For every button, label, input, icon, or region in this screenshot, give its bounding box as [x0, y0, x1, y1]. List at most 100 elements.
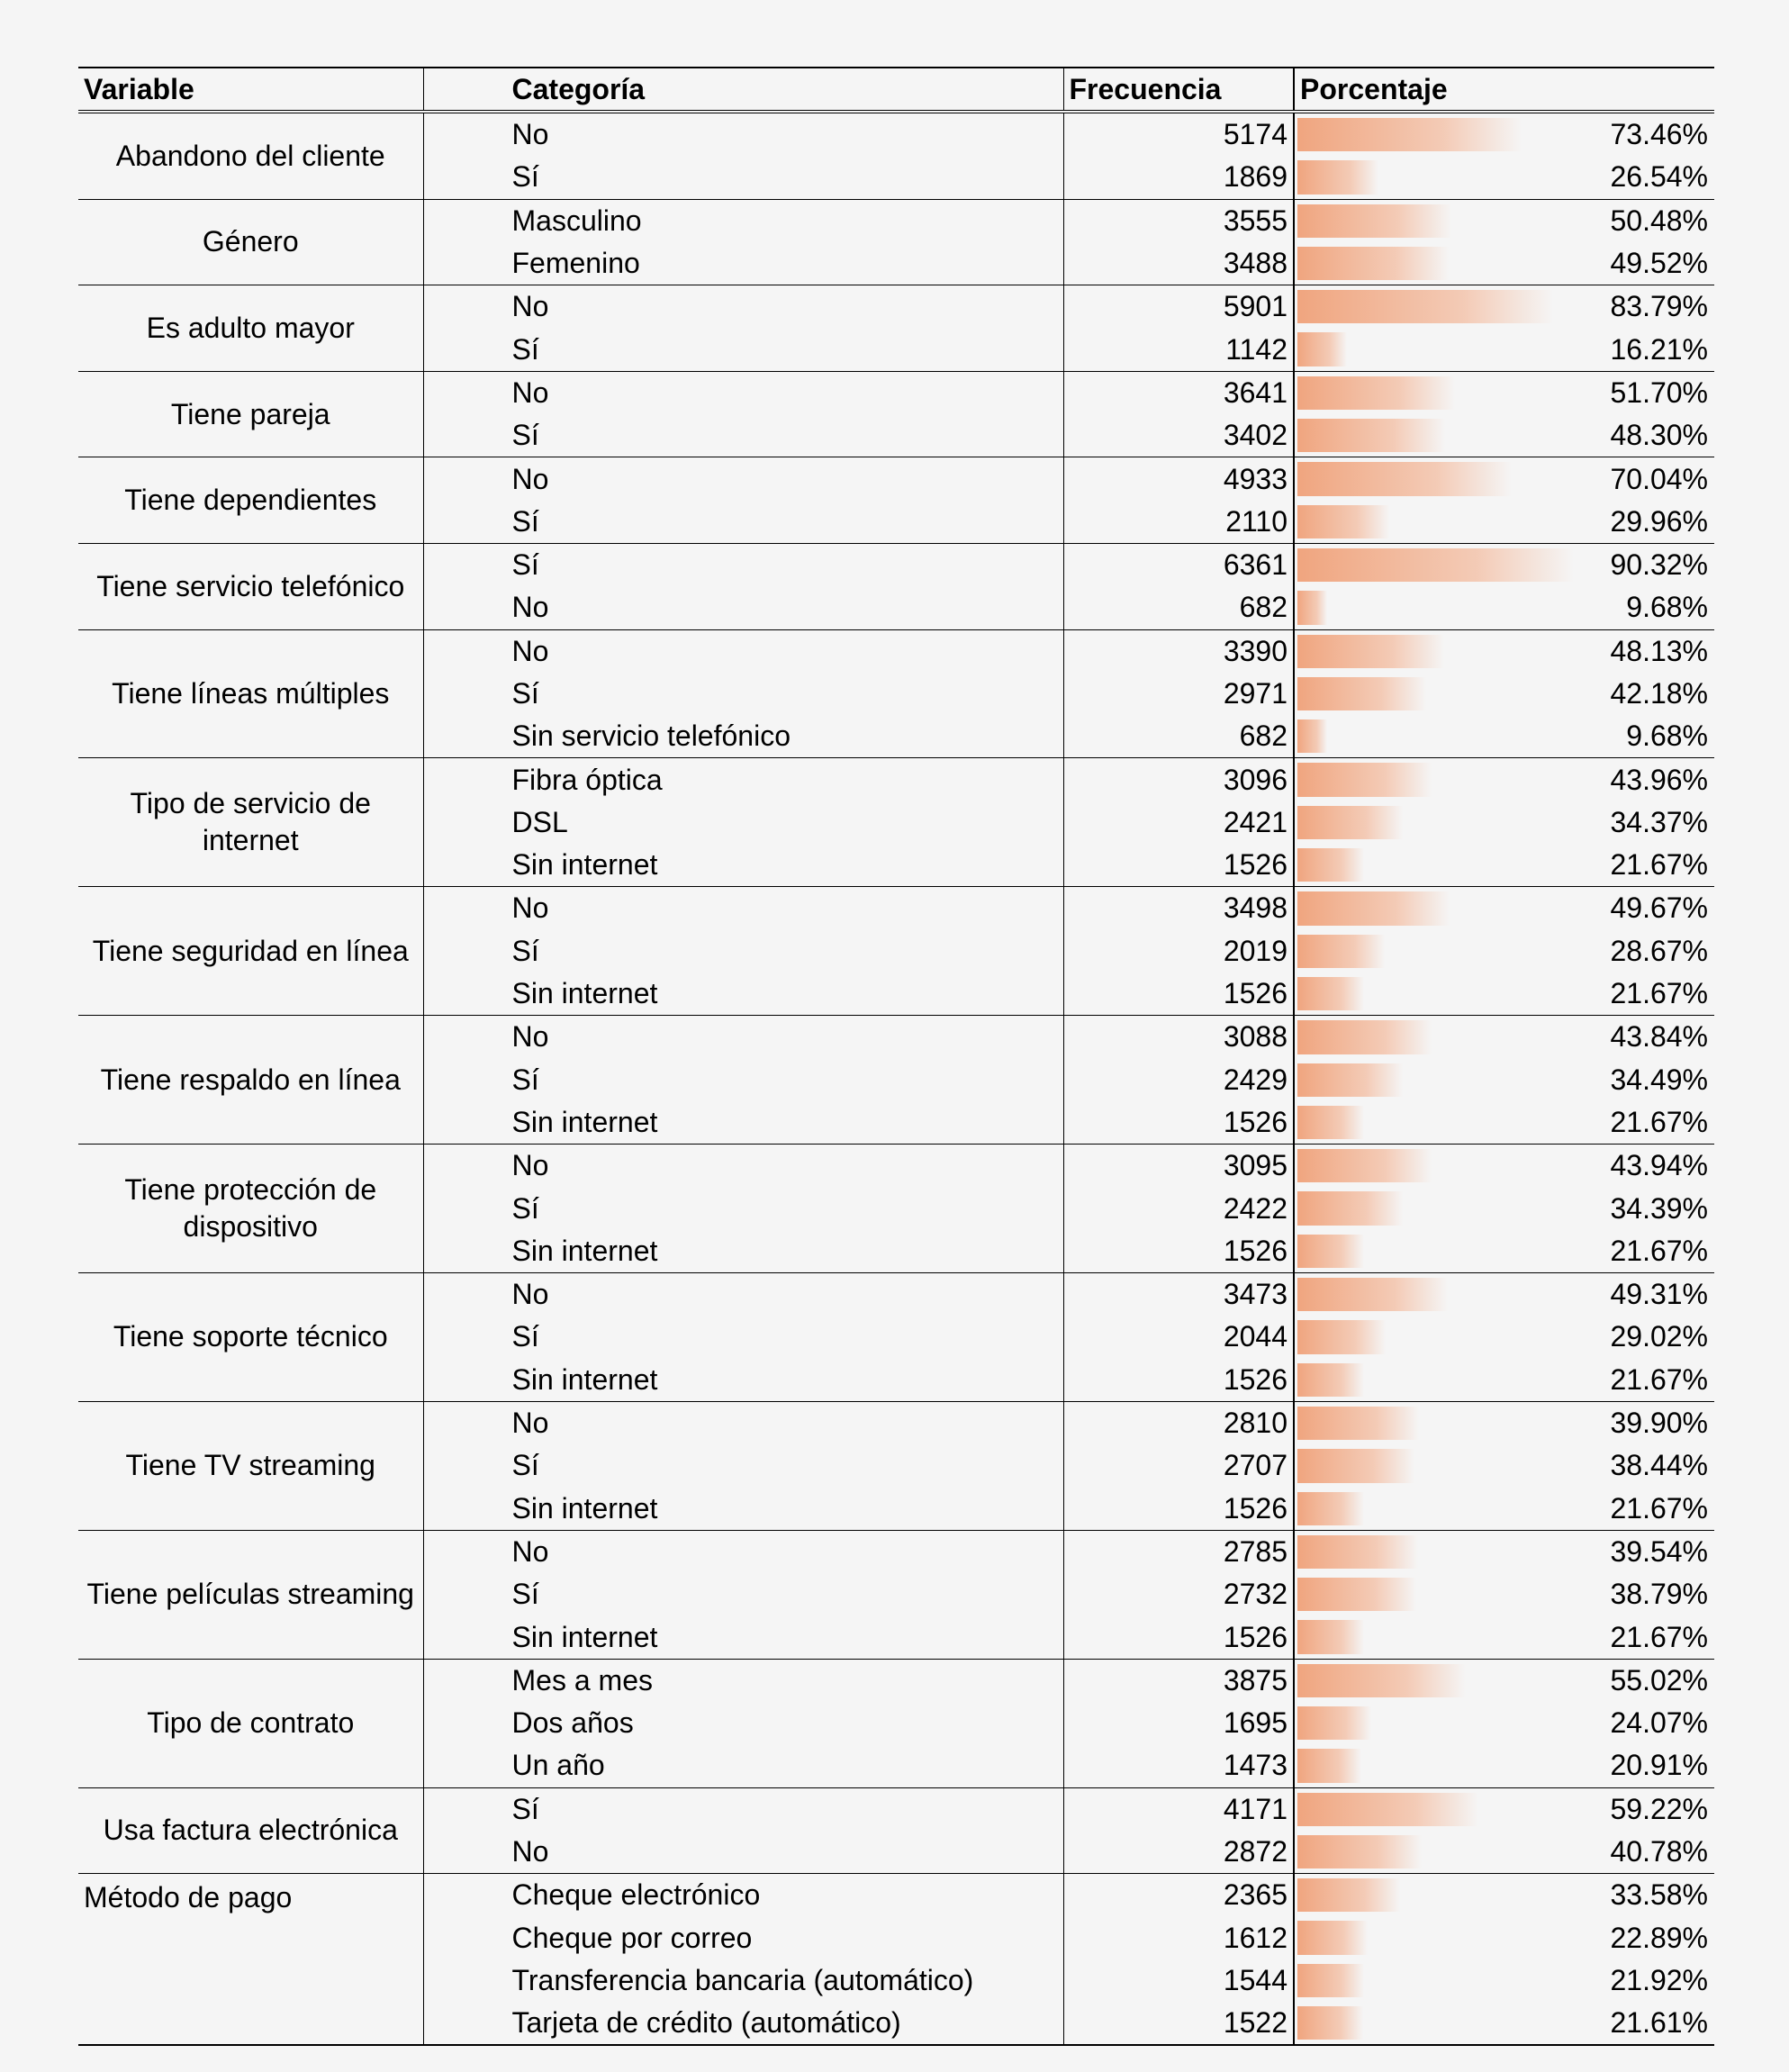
category-cell: Dos años [422, 1701, 1063, 1745]
percent-cell: 28.67% [1293, 929, 1714, 973]
category-cell: No [422, 1144, 1063, 1188]
percent-bar [1297, 1149, 1432, 1183]
table-row: Sí 2019 28.67% [78, 929, 1714, 973]
percent-bar [1297, 547, 1574, 583]
category-cell: Sí [422, 1444, 1063, 1488]
frequency-cell: 1526 [1062, 1229, 1294, 1274]
frequency-cell: 4171 [1062, 1787, 1294, 1831]
category-cell: No [422, 886, 1063, 930]
variable-cell: Tiene líneas múltiples [78, 629, 423, 759]
percent-bar [1297, 1963, 1364, 1998]
percent-cell: 49.67% [1293, 886, 1714, 930]
percent-cell: 21.67% [1293, 844, 1714, 888]
percent-cell: 9.68% [1293, 715, 1714, 759]
table-row: Sí 2971 42.18% [78, 672, 1714, 716]
frequency-cell: 3095 [1062, 1144, 1294, 1188]
percent-cell: 50.48% [1293, 199, 1714, 242]
variable-cell: Abandono del cliente [78, 112, 423, 200]
percent-text: 21.67% [1610, 1620, 1708, 1653]
percent-cell: 48.30% [1293, 414, 1714, 458]
category-cell: No [422, 1401, 1063, 1445]
category-cell: Sí [422, 328, 1063, 372]
percent-text: 9.68% [1626, 719, 1708, 753]
table-row: DSL 2421 34.37% [78, 801, 1714, 845]
frequency-cell: 1526 [1062, 1100, 1294, 1145]
category-cell: Sí [422, 929, 1063, 973]
frequency-cell: 3875 [1062, 1659, 1294, 1702]
percent-text: 43.84% [1610, 1020, 1708, 1054]
frequency-cell: 2110 [1062, 500, 1294, 544]
percent-bar [1297, 891, 1450, 926]
category-cell: Sí [422, 156, 1063, 200]
percent-cell: 21.67% [1293, 1100, 1714, 1145]
table-row: Sí 2110 29.96% [78, 500, 1714, 544]
percent-cell: 39.90% [1293, 1401, 1714, 1445]
table-row: Tipo de servicio de internet Fibra óptica… [78, 757, 1714, 888]
percent-text: 49.31% [1610, 1278, 1708, 1311]
table-row: Sin internet 1526 21.67% [78, 1358, 1714, 1402]
table-row: Tiene protección de dispositivo No 3095 43.… [78, 1144, 1714, 1274]
frequency-cell: 1522 [1062, 2002, 1294, 2047]
percent-text: 34.39% [1610, 1191, 1708, 1225]
category-cell: Sí [422, 1573, 1063, 1616]
percent-bar [1297, 805, 1403, 840]
table-row: Un año 1473 20.91% [78, 1744, 1714, 1788]
percent-text: 70.04% [1610, 462, 1708, 495]
variable-cell: Tiene protección de dispositivo [78, 1144, 423, 1274]
percent-cell: 21.67% [1293, 1358, 1714, 1402]
table-body: Abandono del cliente No 5174 73.46% Sí 1869 26… [78, 112, 1714, 2047]
variable-cell: Tiene respaldo en línea [78, 1015, 423, 1145]
percent-text: 34.49% [1610, 1063, 1708, 1096]
table-row: Sí 1869 26.54% [78, 156, 1714, 200]
frequency-cell: 1612 [1062, 1916, 1294, 1959]
category-cell: No [422, 1830, 1063, 1875]
variable-cell: Tiene TV streaming [78, 1401, 423, 1531]
percent-bar [1297, 419, 1445, 453]
table-row: Tipo de contrato Mes a mes 3875 55.02% [78, 1659, 1714, 1788]
percent-bar [1297, 1749, 1361, 1783]
table-row: Sí 2732 38.79% [78, 1573, 1714, 1616]
table-row: Sin internet 1526 21.67% [78, 844, 1714, 888]
table-row: Tiene servicio telefónico Sí 6361 90.32% [78, 543, 1714, 630]
table-row: Tiene respaldo en línea No 3088 43.84% [78, 1015, 1714, 1145]
percent-bar [1297, 204, 1451, 238]
percent-bar [1297, 1663, 1466, 1697]
percent-bar [1297, 1406, 1419, 1441]
frequency-cell: 1142 [1062, 328, 1294, 372]
frequency-cell: 3088 [1062, 1015, 1294, 1059]
category-cell: Tarjeta de crédito (automático) [422, 2002, 1063, 2047]
percent-bar [1297, 763, 1432, 797]
category-cell: Sin internet [422, 1615, 1063, 1660]
percent-text: 49.52% [1610, 247, 1708, 280]
percent-cell: 73.46% [1293, 112, 1714, 157]
table-row: Femenino 3488 49.52% [78, 241, 1714, 286]
frequency-cell: 3555 [1062, 199, 1294, 242]
percent-cell: 90.32% [1293, 543, 1714, 587]
category-cell: No [422, 586, 1063, 630]
frequency-cell: 6361 [1062, 543, 1294, 587]
percent-cell: 34.39% [1293, 1187, 1714, 1230]
percent-text: 29.02% [1610, 1320, 1708, 1353]
category-cell: Sí [422, 1316, 1063, 1359]
percent-cell: 26.54% [1293, 156, 1714, 200]
variable-cell: Método de pago [78, 1873, 423, 2047]
frequency-cell: 3390 [1062, 629, 1294, 673]
frequency-cell: 3473 [1062, 1272, 1294, 1316]
frequency-cell: 1526 [1062, 1615, 1294, 1660]
header-row: Variable Categoría Frecuencia Porcentaje [78, 67, 1714, 113]
category-cell: No [422, 1015, 1063, 1059]
percent-bar [1297, 1191, 1403, 1226]
frequency-cell: 1869 [1062, 156, 1294, 200]
percent-cell: 43.94% [1293, 1144, 1714, 1188]
percent-text: 21.67% [1610, 1105, 1708, 1138]
table-row: Género Masculino 3555 50.48% [78, 199, 1714, 286]
frequency-cell: 2019 [1062, 929, 1294, 973]
percent-cell: 43.96% [1293, 757, 1714, 801]
variable-cell: Género [78, 199, 423, 286]
frequency-cell: 2707 [1062, 1444, 1294, 1488]
percent-text: 38.44% [1610, 1449, 1708, 1482]
percent-text: 39.54% [1610, 1534, 1708, 1568]
percent-cell: 24.07% [1293, 1701, 1714, 1745]
frequency-cell: 1526 [1062, 844, 1294, 888]
table-row: No 682 9.68% [78, 586, 1714, 630]
